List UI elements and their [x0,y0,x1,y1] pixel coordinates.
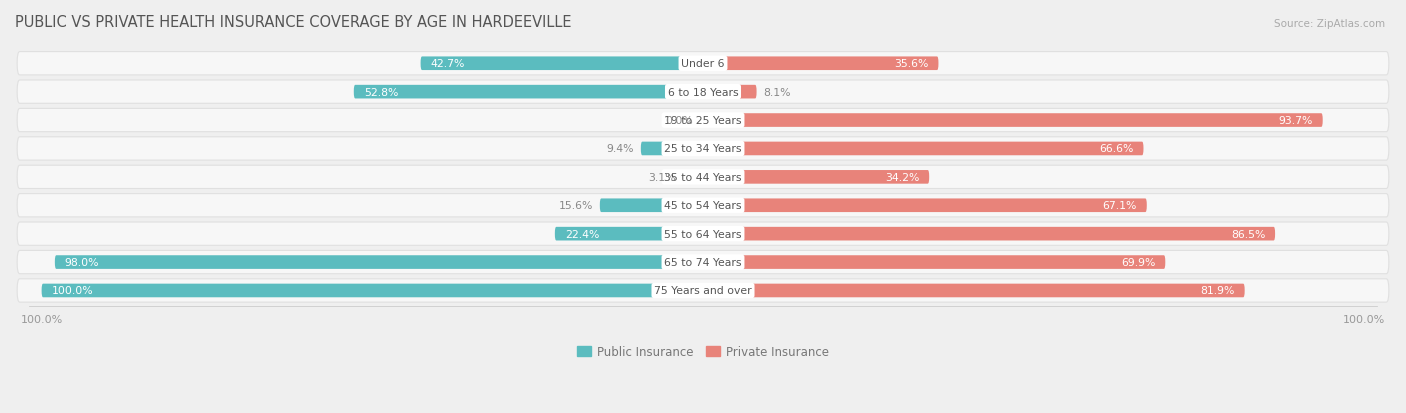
Text: 52.8%: 52.8% [364,88,398,97]
FancyBboxPatch shape [703,142,1143,156]
Text: Under 6: Under 6 [682,59,724,69]
FancyBboxPatch shape [703,227,1275,241]
FancyBboxPatch shape [17,251,1389,274]
Text: 35 to 44 Years: 35 to 44 Years [664,173,742,183]
Text: 35.6%: 35.6% [894,59,928,69]
FancyBboxPatch shape [682,171,703,184]
FancyBboxPatch shape [703,85,756,99]
FancyBboxPatch shape [703,284,1244,297]
Text: 25 to 34 Years: 25 to 34 Years [664,144,742,154]
Text: 100.0%: 100.0% [52,286,93,296]
FancyBboxPatch shape [703,199,1147,213]
FancyBboxPatch shape [703,256,1166,269]
Text: 98.0%: 98.0% [65,257,100,268]
Text: 45 to 54 Years: 45 to 54 Years [664,201,742,211]
FancyBboxPatch shape [703,57,938,71]
Text: 9.4%: 9.4% [607,144,634,154]
Text: 34.2%: 34.2% [884,173,920,183]
FancyBboxPatch shape [17,81,1389,104]
FancyBboxPatch shape [703,171,929,184]
FancyBboxPatch shape [42,284,703,297]
FancyBboxPatch shape [17,166,1389,189]
FancyBboxPatch shape [55,256,703,269]
FancyBboxPatch shape [17,194,1389,217]
Text: PUBLIC VS PRIVATE HEALTH INSURANCE COVERAGE BY AGE IN HARDEEVILLE: PUBLIC VS PRIVATE HEALTH INSURANCE COVER… [15,15,572,30]
Legend: Public Insurance, Private Insurance: Public Insurance, Private Insurance [572,341,834,363]
Text: 42.7%: 42.7% [430,59,465,69]
FancyBboxPatch shape [420,57,703,71]
FancyBboxPatch shape [703,114,1323,128]
Text: 81.9%: 81.9% [1201,286,1234,296]
FancyBboxPatch shape [17,52,1389,76]
Text: 66.6%: 66.6% [1099,144,1133,154]
Text: 67.1%: 67.1% [1102,201,1137,211]
Text: 93.7%: 93.7% [1278,116,1313,126]
FancyBboxPatch shape [17,138,1389,161]
Text: 75 Years and over: 75 Years and over [654,286,752,296]
Text: 65 to 74 Years: 65 to 74 Years [664,257,742,268]
Text: 3.1%: 3.1% [648,173,676,183]
FancyBboxPatch shape [17,109,1389,133]
FancyBboxPatch shape [354,85,703,99]
FancyBboxPatch shape [641,142,703,156]
FancyBboxPatch shape [17,223,1389,246]
Text: 6 to 18 Years: 6 to 18 Years [668,88,738,97]
Text: 22.4%: 22.4% [565,229,599,239]
Text: 55 to 64 Years: 55 to 64 Years [664,229,742,239]
FancyBboxPatch shape [600,199,703,213]
Text: 69.9%: 69.9% [1121,257,1156,268]
Text: Source: ZipAtlas.com: Source: ZipAtlas.com [1274,19,1385,28]
FancyBboxPatch shape [555,227,703,241]
Text: 8.1%: 8.1% [763,88,790,97]
Text: 15.6%: 15.6% [558,201,593,211]
Text: 0.0%: 0.0% [665,116,693,126]
Text: 86.5%: 86.5% [1230,229,1265,239]
FancyBboxPatch shape [17,279,1389,302]
Text: 19 to 25 Years: 19 to 25 Years [664,116,742,126]
